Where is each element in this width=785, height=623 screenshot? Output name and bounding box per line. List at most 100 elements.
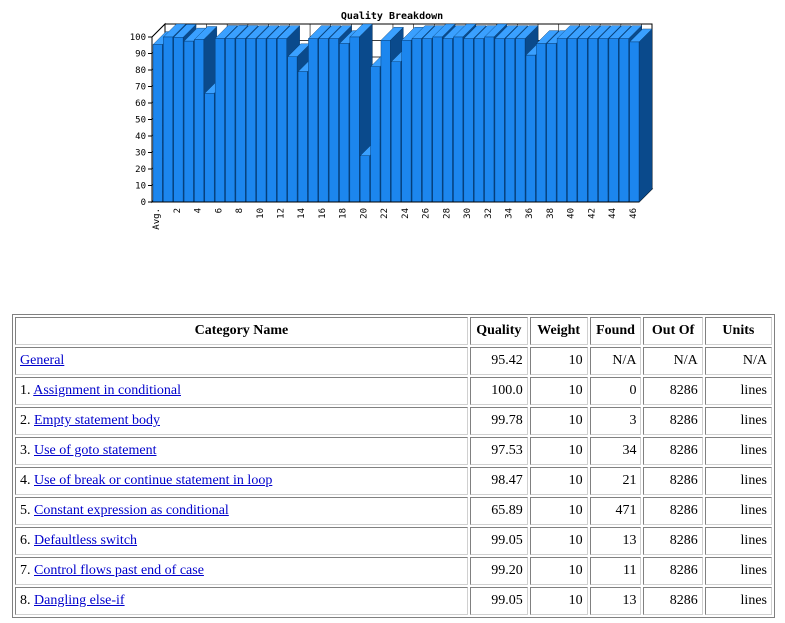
x-tick-label: 26: [422, 208, 432, 219]
quality-cell: 99.05: [469, 587, 528, 615]
bar-front: [297, 71, 308, 203]
col-header-category-name: Category Name: [15, 317, 468, 345]
category-link[interactable]: General: [20, 353, 65, 368]
quality-cell: 99.78: [469, 407, 528, 435]
bar-front: [328, 38, 339, 203]
x-tick-label: 42: [587, 208, 597, 219]
category-name-cell: 1. Assignment in conditional: [15, 377, 468, 405]
found-cell: 21: [589, 467, 642, 495]
units-cell: lines: [704, 437, 772, 465]
bar-front: [308, 38, 318, 203]
quality-cell: 99.20: [469, 557, 528, 585]
x-tick-label: 14: [297, 208, 307, 219]
units-cell: lines: [704, 527, 772, 555]
category-name-cell: 4. Use of break or continue statement in…: [15, 467, 468, 495]
category-name-cell: 6. Defaultless switch: [15, 527, 468, 555]
x-tick-label: 18: [339, 208, 349, 219]
bar-front: [163, 36, 173, 203]
out-of-cell: 8286: [643, 587, 703, 615]
units-cell: lines: [704, 557, 772, 585]
category-link[interactable]: Use of goto statement: [34, 443, 157, 458]
found-cell: 34: [589, 437, 642, 465]
out-of-cell: 8286: [643, 497, 703, 525]
y-tick-label: 50: [135, 116, 146, 126]
x-tick-label: 44: [608, 208, 618, 219]
table-row: 6. Defaultless switch 99.05 10 13 8286 lines: [15, 527, 772, 555]
table-row: 8. Dangling else-if 99.05 10 13 8286 lines: [15, 587, 772, 615]
bar-front: [401, 40, 412, 203]
bar-front: [608, 38, 619, 203]
quality-cell: 99.05: [469, 527, 528, 555]
x-tick-label: 38: [546, 208, 556, 219]
bar-front: [214, 38, 225, 203]
x-tick-label: 4: [194, 208, 204, 213]
out-of-cell: 8286: [643, 407, 703, 435]
chart-title: Quality Breakdown: [341, 10, 443, 22]
bar-front: [183, 40, 194, 203]
category-link[interactable]: Control flows past end of case: [34, 563, 204, 578]
found-cell: 471: [589, 497, 642, 525]
y-tick-label: 10: [135, 182, 146, 192]
weight-cell: 10: [529, 437, 588, 465]
x-tick-label: 20: [359, 208, 369, 219]
out-of-cell: N/A: [643, 347, 703, 375]
bar-front: [463, 38, 474, 203]
x-tick-label: 34: [504, 208, 514, 219]
y-tick-label: 90: [135, 50, 146, 60]
units-cell: lines: [704, 497, 772, 525]
x-tick-label: 8: [235, 208, 245, 213]
bar-front: [474, 38, 484, 203]
y-tick-label: 20: [135, 165, 146, 175]
category-number: 3.: [20, 443, 34, 458]
bar-front: [152, 44, 163, 203]
bar-front: [349, 36, 360, 203]
bar-front: [505, 38, 515, 203]
y-tick-label: 40: [135, 132, 146, 142]
col-header-weight: Weight: [529, 317, 588, 345]
category-link[interactable]: Constant expression as conditional: [34, 503, 229, 518]
bar-front: [442, 38, 453, 203]
bar-front: [422, 38, 432, 203]
x-tick-label: 36: [525, 208, 535, 219]
category-link[interactable]: Use of break or continue statement in lo…: [34, 473, 273, 488]
weight-cell: 10: [529, 557, 588, 585]
category-link[interactable]: Assignment in conditional: [33, 383, 181, 398]
col-header-units: Units: [704, 317, 772, 345]
bar-front: [204, 93, 215, 203]
bar-front: [380, 40, 391, 203]
x-tick-label: 32: [484, 208, 494, 219]
bar-front: [277, 38, 287, 203]
category-number: 2.: [20, 413, 34, 428]
weight-cell: 10: [529, 527, 588, 555]
bar-front: [515, 38, 526, 203]
x-tick-label: 40: [567, 208, 577, 219]
y-tick-label: 60: [135, 99, 146, 109]
chart-bars: [152, 23, 653, 203]
category-link[interactable]: Empty statement body: [34, 413, 160, 428]
out-of-cell: 8286: [643, 557, 703, 585]
y-tick-label: 80: [135, 66, 146, 76]
category-number: 7.: [20, 563, 34, 578]
table-row: General 95.42 10 N/A N/A N/A: [15, 347, 772, 375]
col-header-out-of: Out Of: [643, 317, 703, 345]
units-cell: lines: [704, 407, 772, 435]
grid-line: [151, 23, 166, 38]
quality-cell: 95.42: [469, 347, 528, 375]
bar-front: [453, 36, 464, 203]
category-number: 6.: [20, 533, 34, 548]
y-axis: 0 10 20 30 40 50 60 70 80 90 100: [130, 33, 152, 208]
quality-cell: 100.0: [469, 377, 528, 405]
category-link[interactable]: Dangling else-if: [34, 593, 125, 608]
x-axis: Avg. 2 4 6 8 10 12 14 16 18 20 22 24 26 28 30 32 34 36 38 40…: [152, 201, 639, 230]
bar-front: [494, 38, 505, 203]
category-link[interactable]: Defaultless switch: [34, 533, 138, 548]
found-cell: 3: [589, 407, 642, 435]
col-header-found: Found: [589, 317, 642, 345]
bar-front: [266, 38, 277, 203]
quality-cell: 65.89: [469, 497, 528, 525]
bar-front: [525, 54, 536, 203]
out-of-cell: 8286: [643, 377, 703, 405]
x-tick-label: Avg.: [152, 208, 162, 230]
bar-front: [360, 155, 370, 203]
bar-front: [598, 38, 609, 203]
